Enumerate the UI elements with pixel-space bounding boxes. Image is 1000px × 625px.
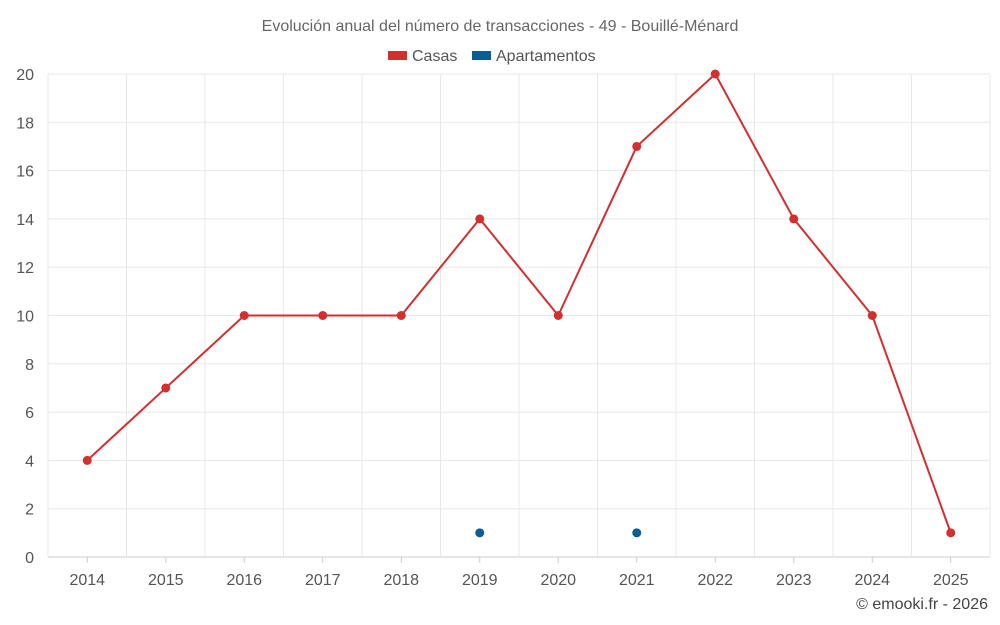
y-tick-label: 14 <box>16 212 34 229</box>
data-point[interactable] <box>396 311 406 320</box>
data-point[interactable] <box>553 311 563 320</box>
x-tick-label: 2023 <box>776 572 812 589</box>
x-axis-ticks: 2014 2015 2016 2017 2018 2019 2020 2021 2022 2023… <box>69 557 969 589</box>
credit: © emooki.fr - 2026 <box>856 596 988 613</box>
x-tick-label: 2024 <box>854 572 890 589</box>
y-tick-label: 0 <box>25 550 34 567</box>
y-tick-label: 20 <box>16 67 34 84</box>
legend-label-casas[interactable]: Casas <box>412 48 457 65</box>
data-point[interactable] <box>318 311 328 320</box>
y-tick-label: 18 <box>16 115 34 132</box>
data-point[interactable] <box>710 69 720 79</box>
x-tick-label: 2022 <box>697 572 733 589</box>
y-tick-label: 12 <box>16 260 34 277</box>
y-tick-label: 16 <box>16 164 34 181</box>
data-point[interactable] <box>475 214 485 224</box>
data-point[interactable] <box>632 528 642 538</box>
grid <box>47 73 991 558</box>
x-tick-label: 2015 <box>148 572 184 589</box>
series-line <box>86 73 952 534</box>
legend-label-apartamentos[interactable]: Apartamentos <box>496 48 596 65</box>
data-point[interactable] <box>239 311 249 320</box>
data-point[interactable] <box>789 214 799 224</box>
data-point[interactable] <box>82 455 92 465</box>
x-tick-label: 2021 <box>619 572 655 589</box>
data-point[interactable] <box>632 141 642 151</box>
data-point[interactable] <box>475 528 485 538</box>
y-tick-label: 4 <box>25 453 34 470</box>
series-apartamentos <box>475 528 642 538</box>
legend-swatch-casas[interactable] <box>388 51 407 60</box>
x-tick-label: 2017 <box>305 572 341 589</box>
y-axis-ticks: 0 2 4 6 8 10 12 14 16 18 20 <box>16 67 34 567</box>
x-tick-label: 2019 <box>462 572 498 589</box>
series-layer <box>82 69 956 538</box>
x-tick-label: 2014 <box>69 572 105 589</box>
x-tick-label: 2018 <box>383 572 419 589</box>
data-point[interactable] <box>161 383 171 393</box>
chart-title: Evolución anual del número de transaccio… <box>262 18 739 35</box>
x-tick-label: 2020 <box>540 572 576 589</box>
data-point[interactable] <box>867 311 877 320</box>
legend-swatch-apartamentos[interactable] <box>472 51 491 60</box>
legend: Casas Apartamentos <box>388 48 596 65</box>
y-tick-label: 6 <box>25 405 34 422</box>
x-tick-label: 2025 <box>933 572 969 589</box>
data-point[interactable] <box>946 528 956 538</box>
series-casas <box>82 69 956 538</box>
x-tick-label: 2016 <box>226 572 262 589</box>
y-tick-label: 2 <box>25 502 34 519</box>
y-tick-label: 10 <box>16 309 34 326</box>
y-tick-label: 8 <box>25 357 34 374</box>
